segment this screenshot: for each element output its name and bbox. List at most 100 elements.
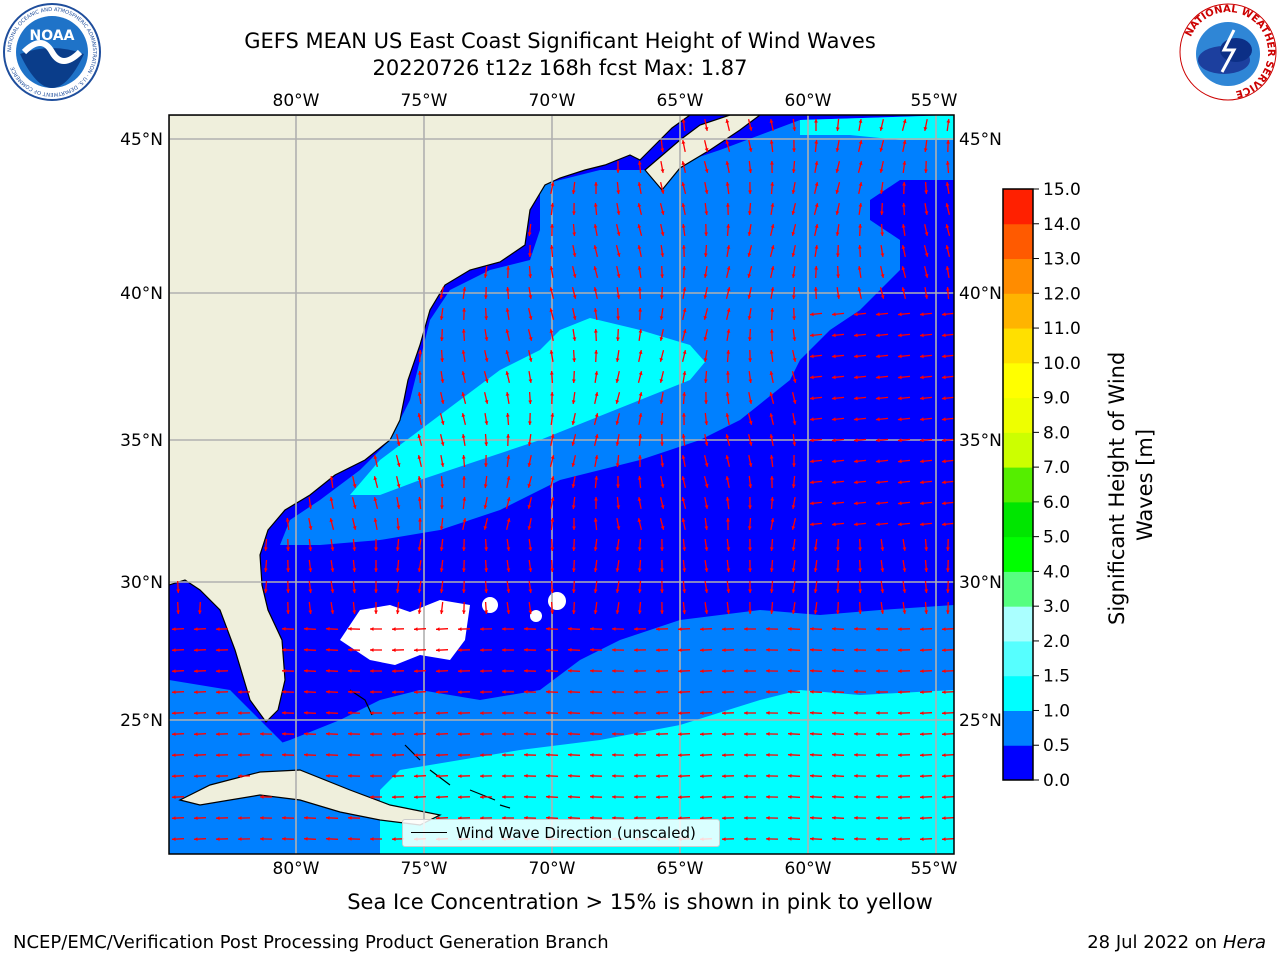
wave-direction-arrowhead bbox=[656, 774, 660, 778]
wave-direction-arrowhead bbox=[924, 589, 929, 593]
wave-direction-arrowhead bbox=[832, 459, 836, 464]
colorbar-segment bbox=[1003, 328, 1033, 364]
wave-direction-arrowhead bbox=[593, 287, 598, 291]
wave-direction-arrowhead bbox=[880, 568, 885, 572]
wave-direction-arrowhead bbox=[304, 732, 308, 736]
colorbar-segment bbox=[1003, 501, 1033, 538]
wave-direction-arrowhead bbox=[308, 589, 313, 593]
lon-tick-bottom: 70°W bbox=[529, 859, 576, 879]
wave-direction-arrowhead bbox=[942, 711, 946, 715]
wave-direction-arrowhead bbox=[726, 329, 731, 333]
colorbar-segment bbox=[1003, 293, 1033, 329]
wave-direction-arrowhead bbox=[568, 816, 572, 820]
wave-direction-arrowhead bbox=[326, 753, 330, 757]
wave-direction-arrowhead bbox=[593, 329, 598, 333]
wave-direction-arrowhead bbox=[681, 434, 686, 438]
wave-direction-arrowhead bbox=[373, 455, 378, 459]
wave-direction-arrowhead bbox=[726, 203, 730, 207]
wave-direction-arrowhead bbox=[637, 547, 642, 551]
wave-direction-arrowhead bbox=[348, 837, 352, 841]
wave-direction-arrowhead bbox=[810, 711, 814, 715]
wave-direction-arrowhead bbox=[502, 774, 506, 778]
wave-direction-arrowhead bbox=[348, 690, 352, 694]
wave-direction-arrowhead bbox=[550, 547, 555, 551]
wave-direction-arrowhead bbox=[678, 774, 682, 778]
wave-direction-arrowhead bbox=[392, 795, 396, 799]
wave-direction-arrowhead bbox=[634, 732, 638, 736]
wave-direction-arrowhead bbox=[924, 252, 929, 257]
wave-direction-arrowhead bbox=[769, 455, 774, 459]
wave-direction-arrowhead bbox=[854, 837, 858, 841]
wave-direction-arrowhead bbox=[461, 371, 466, 375]
wave-direction-arrowhead bbox=[550, 497, 555, 501]
wave-direction-arrowhead bbox=[681, 497, 686, 502]
wave-direction-arrowhead bbox=[590, 816, 594, 820]
wave-direction-arrowhead bbox=[898, 690, 902, 694]
wave-direction-arrowhead bbox=[920, 711, 924, 715]
wave-direction-arrowhead bbox=[656, 753, 660, 757]
wave-direction-arrowhead bbox=[462, 518, 467, 522]
wave-direction-arrowhead bbox=[898, 459, 902, 464]
wave-direction-arrowhead bbox=[854, 753, 858, 757]
wave-direction-arrowhead bbox=[744, 837, 748, 841]
wave-direction-arrowhead bbox=[436, 648, 440, 652]
colorbar-segment bbox=[1003, 189, 1033, 225]
wave-direction-arrowhead bbox=[329, 518, 334, 523]
wave-direction-arrowhead bbox=[571, 505, 576, 509]
wave-direction-arrowhead bbox=[835, 232, 840, 236]
wave-direction-arrowhead bbox=[945, 161, 950, 165]
wave-direction-arrowhead bbox=[725, 434, 730, 438]
wave-direction-arrowhead bbox=[659, 400, 664, 404]
wave-direction-arrowhead bbox=[418, 518, 422, 522]
wave-direction-arrowhead bbox=[414, 774, 418, 778]
wave-direction-arrowhead bbox=[876, 438, 880, 443]
wave-direction-arrowhead bbox=[682, 350, 687, 354]
wave-direction-arrowhead bbox=[898, 333, 902, 338]
wave-direction-arrowhead bbox=[876, 627, 880, 631]
wave-direction-arrowhead bbox=[370, 732, 374, 736]
wave-direction-arrowhead bbox=[615, 547, 620, 551]
wave-direction-arrowhead bbox=[832, 375, 836, 380]
wave-direction-arrowhead bbox=[506, 568, 511, 572]
wave-direction-arrowhead bbox=[502, 648, 506, 652]
lat-tick-right: 35°N bbox=[959, 431, 1002, 451]
wave-direction-arrowhead bbox=[725, 413, 730, 417]
wave-direction-arrowhead bbox=[172, 732, 176, 736]
wave-direction-arrowhead bbox=[590, 690, 594, 694]
wave-direction-arrowhead bbox=[660, 190, 665, 194]
wave-direction-arrowhead bbox=[461, 413, 466, 417]
wave-direction-arrowhead bbox=[348, 753, 352, 757]
wave-direction-arrowhead bbox=[194, 648, 198, 652]
wave-direction-arrowhead bbox=[747, 211, 752, 215]
wave-direction-arrowhead bbox=[176, 589, 180, 593]
wave-direction-arrowhead bbox=[788, 753, 792, 757]
wave-direction-arrowhead bbox=[594, 476, 599, 480]
wave-direction-arrowhead bbox=[546, 669, 550, 673]
wave-direction-arrowhead bbox=[528, 568, 533, 572]
wave-direction-arrowhead bbox=[942, 753, 946, 757]
wave-direction-arrowhead bbox=[770, 224, 775, 228]
wave-direction-arrowhead bbox=[660, 484, 665, 488]
wave-direction-arrowhead bbox=[876, 690, 880, 694]
wave-direction-arrowhead bbox=[440, 484, 445, 488]
wave-direction-arrowhead bbox=[722, 627, 726, 631]
wave-direction-arrowhead bbox=[810, 375, 814, 380]
wave-direction-arrowhead bbox=[638, 413, 643, 417]
wave-direction-arrowhead bbox=[726, 518, 730, 522]
wave-direction-arrowhead bbox=[572, 610, 576, 614]
wave-direction-arrowhead bbox=[524, 795, 528, 799]
wave-direction-arrowhead bbox=[572, 358, 577, 362]
wave-direction-arrowhead bbox=[484, 316, 489, 320]
wave-direction-arrowhead bbox=[282, 837, 286, 841]
wave-direction-arrowhead bbox=[637, 266, 642, 270]
wave-direction-arrowhead bbox=[945, 266, 950, 270]
wave-direction-arrowhead bbox=[260, 732, 264, 736]
wave-direction-arrowhead bbox=[810, 648, 814, 652]
wave-direction-arrowhead bbox=[194, 774, 198, 778]
wave-direction-arrowhead bbox=[638, 371, 643, 376]
wave-direction-arrowhead bbox=[462, 287, 467, 291]
colorbar-segment bbox=[1003, 536, 1033, 572]
wave-direction-arrowhead bbox=[725, 497, 730, 501]
missing-data-spot bbox=[548, 592, 566, 610]
wave-direction-arrowhead bbox=[857, 287, 862, 291]
